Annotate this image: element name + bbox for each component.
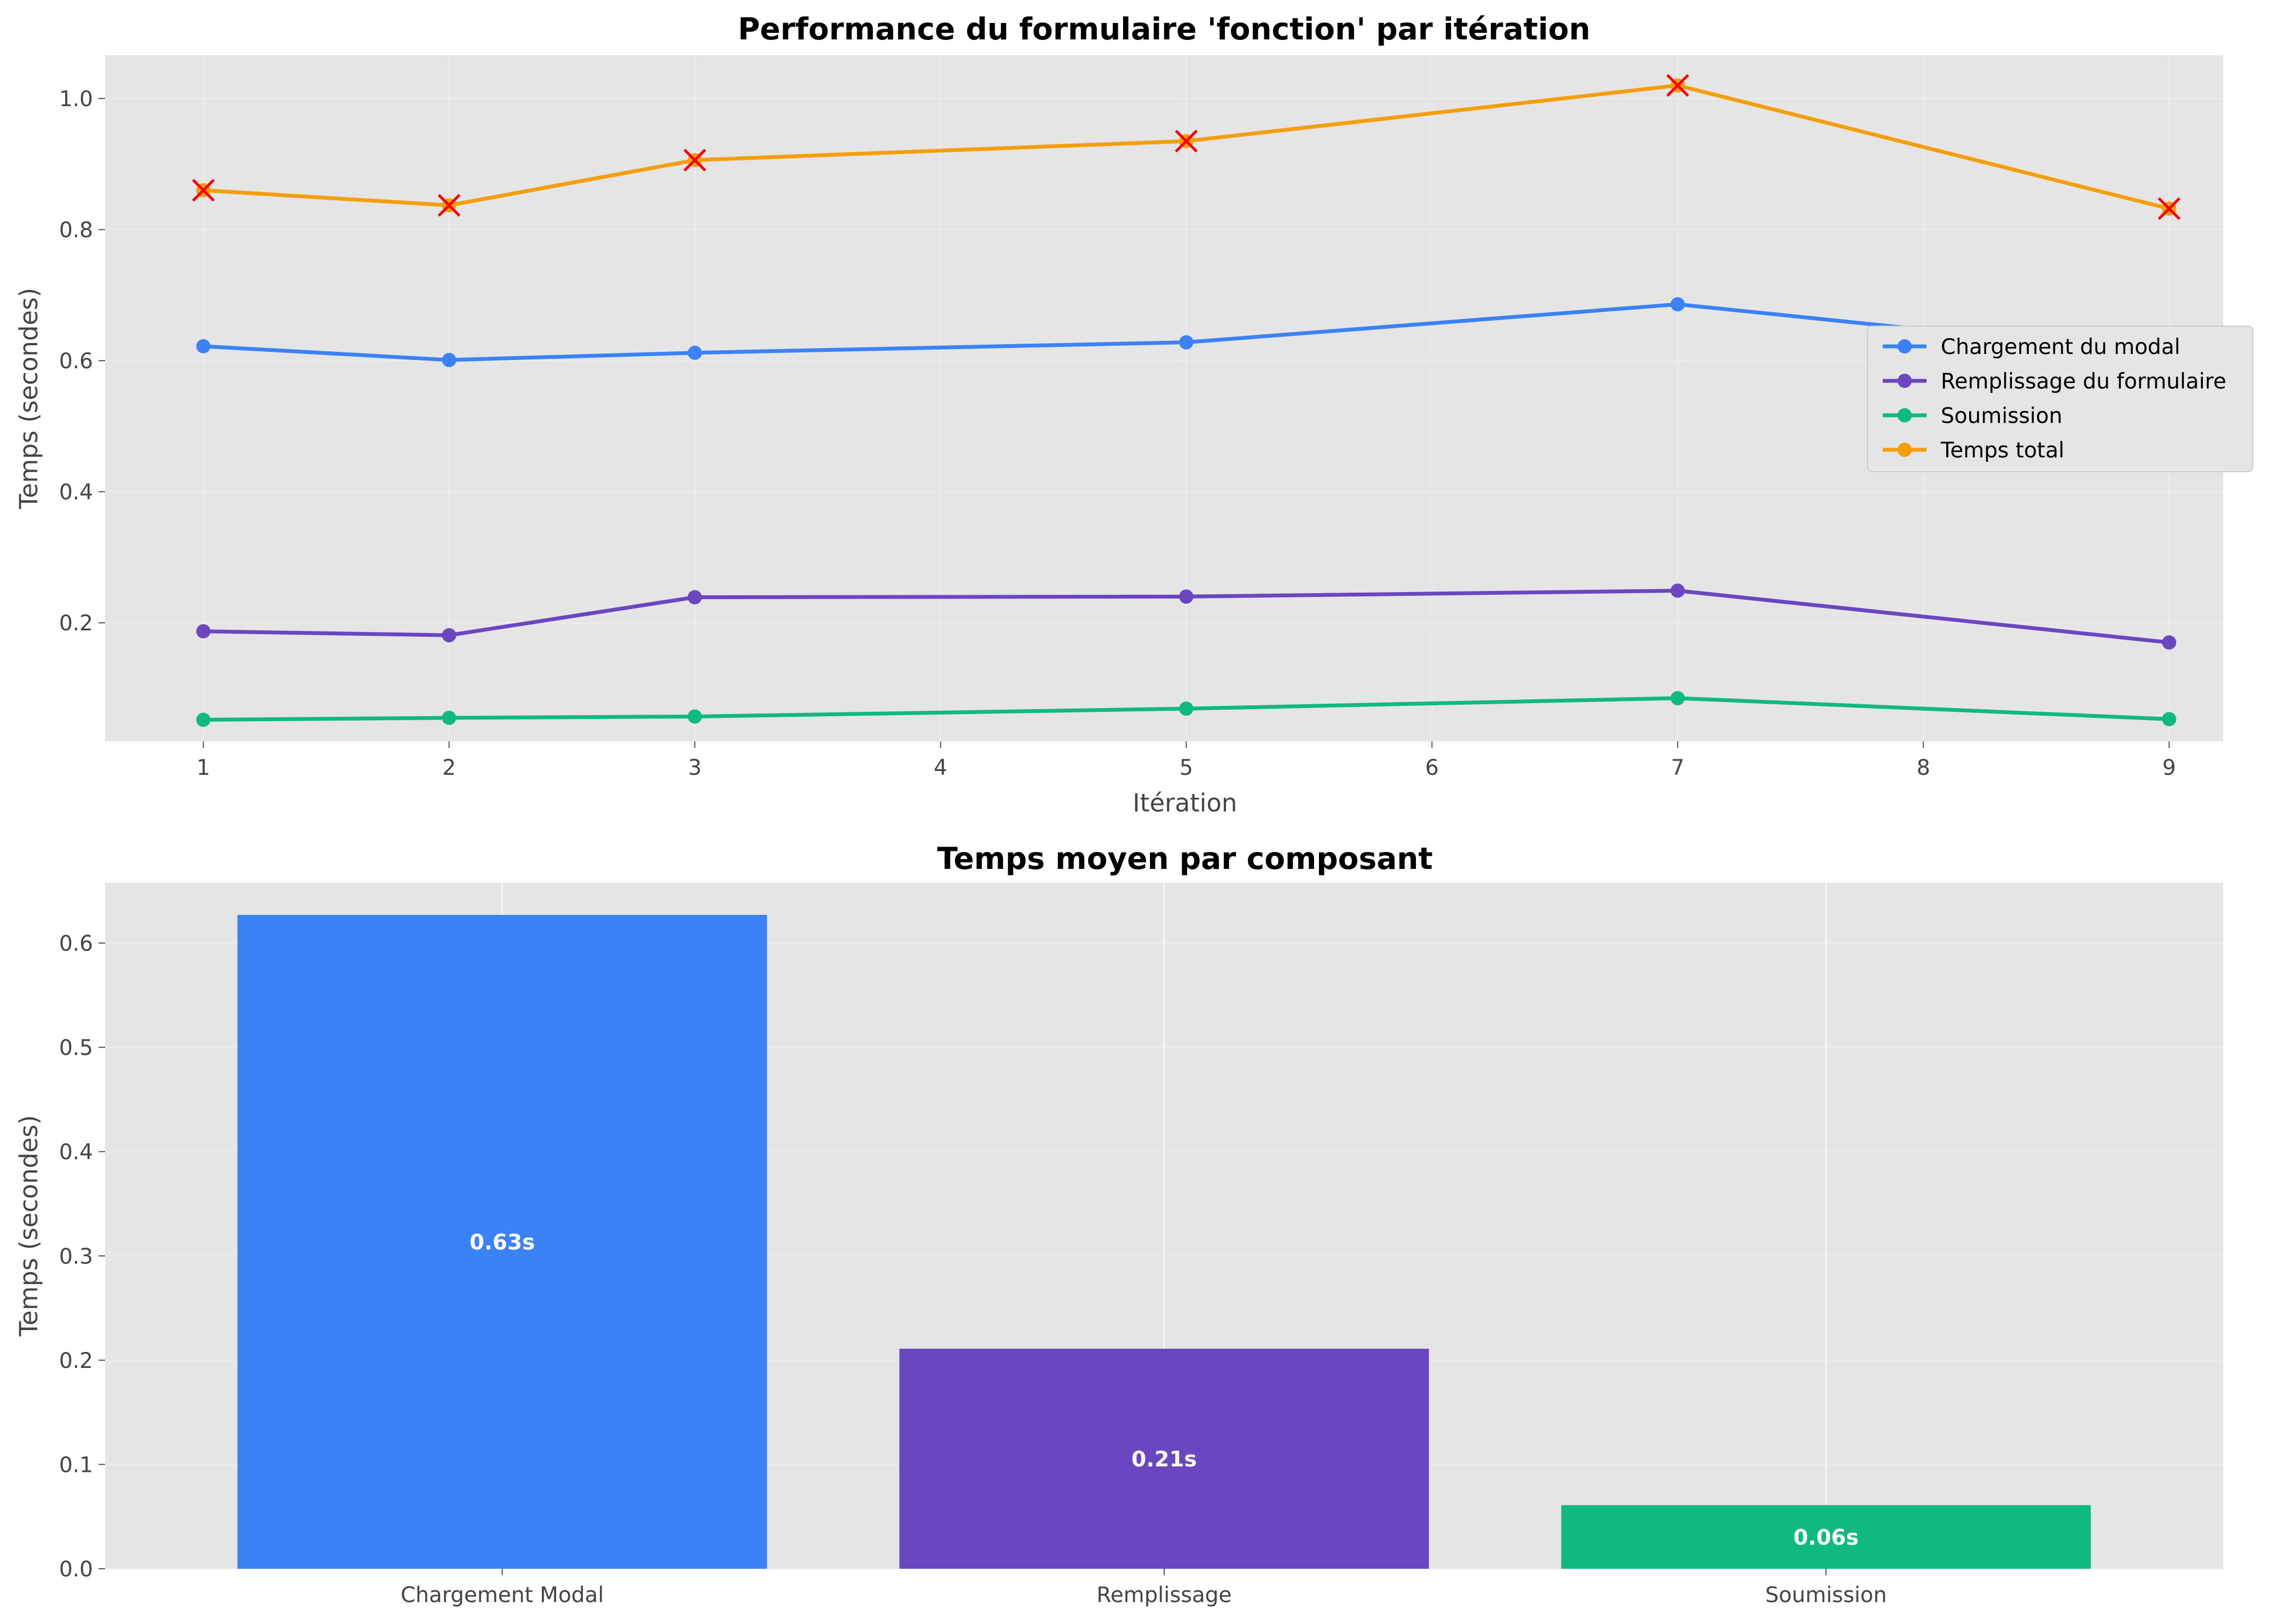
bar-y-tick-label: 0.1 (59, 1453, 93, 1477)
highlight-x-marker (2157, 197, 2180, 221)
series-point-1 (442, 628, 456, 642)
series-point-2 (2162, 712, 2177, 727)
bar-y-tick-label: 0.4 (59, 1140, 93, 1165)
line-x-tick-label: 4 (934, 756, 947, 780)
line-x-tick-label: 5 (1179, 756, 1193, 780)
line-y-ticks: 0.2 0.4 0.6 0.8 1.0 (59, 87, 105, 636)
line-y-tick-label: 0.4 (59, 480, 93, 505)
bar-3 (1561, 1505, 2091, 1569)
legend-marker-swatch (1898, 443, 1912, 457)
line-legend: Chargement du modal Remplissage du formul… (1867, 326, 2253, 472)
line-x-axis-label: Itération (1133, 788, 1237, 817)
bar-y-tick-label: 0.6 (59, 932, 93, 956)
bar-x-ticks: Chargement Modal Remplissage Soumission (401, 1569, 1887, 1608)
series-line-1 (203, 589, 2170, 645)
bar-y-tick-label: 0.3 (59, 1244, 93, 1269)
highlight-x-marker (1666, 74, 1690, 97)
highlight-x-marker (192, 178, 215, 202)
bar-y-tick-label: 0.5 (59, 1036, 93, 1060)
line-x-tick-label: 3 (688, 756, 702, 780)
line-x-tick-label: 7 (1671, 756, 1685, 780)
line-x-tick-label: 2 (442, 756, 456, 780)
series-point-2 (687, 709, 702, 724)
line-y-tick-label: 0.6 (59, 349, 93, 374)
bar-y-axis-label: Temps (secondes) (14, 1115, 43, 1337)
series-point-1 (1179, 589, 1194, 604)
highlight-x-stroke (1666, 74, 1690, 97)
bar-1 (237, 915, 767, 1569)
bar-chart-title: Temps moyen par composant (937, 841, 1433, 876)
series-point-2 (196, 712, 211, 727)
line-y-tick-label: 0.2 (59, 611, 93, 636)
series-point-1 (196, 624, 211, 639)
line-grid (105, 55, 2223, 741)
series-point-2 (1179, 701, 1194, 716)
legend-entry-label: Temps total (1940, 438, 2064, 463)
bar-x-tick-label: Soumission (1765, 1583, 1887, 1608)
series-point-0 (1179, 335, 1194, 350)
series-line-3 (203, 83, 2170, 211)
line-chart-title: Performance du formulaire 'fonction' par… (738, 11, 1590, 47)
total-time-highlights (192, 74, 2180, 221)
legend-entry-label: Soumission (1941, 404, 2062, 428)
line-y-tick-label: 1.0 (59, 87, 93, 112)
line-y-axis-label: Temps (secondes) (14, 288, 43, 509)
legend-entry-label: Remplissage du formulaire (1941, 369, 2226, 394)
series-point-1 (2162, 635, 2177, 650)
series-point-2 (442, 710, 456, 725)
bar-chart: 0.0 0.1 0.2 0.3 0.4 0.5 0.6 0.63s 0.21s 0.06s Ch… (14, 841, 2223, 1608)
legend-marker-swatch (1898, 374, 1912, 388)
line-x-ticks: 1 2 3 4 5 6 7 8 9 (196, 741, 2176, 780)
highlight-x-marker (683, 148, 707, 172)
legend-marker-swatch (1898, 408, 1912, 422)
bar-value-label: 0.21s (1131, 1447, 1196, 1472)
bar-y-ticks: 0.0 0.1 0.2 0.3 0.4 0.5 0.6 (59, 932, 105, 1582)
line-x-tick-label: 8 (1917, 756, 1930, 780)
series-point-0 (442, 352, 456, 367)
bar-y-tick-label: 0.2 (59, 1349, 93, 1373)
series-point-1 (687, 590, 702, 605)
bar-2 (899, 1348, 1429, 1569)
bar-x-tick-label: Remplissage (1096, 1583, 1231, 1608)
series-point-0 (196, 339, 211, 353)
bar-bars-group: 0.63s 0.21s 0.06s (237, 915, 2091, 1569)
highlight-x-marker (437, 194, 461, 217)
series-point-0 (687, 345, 702, 360)
series-point-0 (1670, 297, 1685, 312)
highlight-x-stroke (1175, 130, 1198, 153)
series-point-1 (1670, 583, 1685, 598)
bar-x-tick-label: Chargement Modal (401, 1583, 604, 1608)
series-line-2 (203, 696, 2170, 722)
series-line-0 (203, 302, 2170, 362)
highlight-x-stroke (2157, 197, 2180, 221)
legend-marker-swatch (1898, 339, 1912, 353)
line-chart: 1 2 3 4 5 6 7 8 9 0.2 0.4 0.6 0.8 1.0 Performance du… (14, 11, 2253, 817)
line-x-tick-label: 6 (1425, 756, 1439, 780)
line-x-tick-label: 9 (2162, 756, 2176, 780)
highlight-x-stroke (192, 178, 215, 202)
highlight-x-marker (1175, 130, 1198, 153)
series-point-2 (1670, 691, 1685, 705)
line-y-tick-label: 0.8 (59, 218, 93, 243)
legend-entry-label: Chargement du modal (1941, 335, 2180, 359)
bar-value-label: 0.63s (470, 1231, 535, 1255)
bar-y-tick-label: 0.0 (59, 1557, 93, 1582)
highlight-x-stroke (437, 194, 461, 217)
line-x-tick-label: 1 (196, 756, 210, 780)
bar-value-label: 0.06s (1794, 1526, 1859, 1550)
legend-box (1867, 326, 2253, 472)
highlight-x-stroke (683, 148, 707, 172)
